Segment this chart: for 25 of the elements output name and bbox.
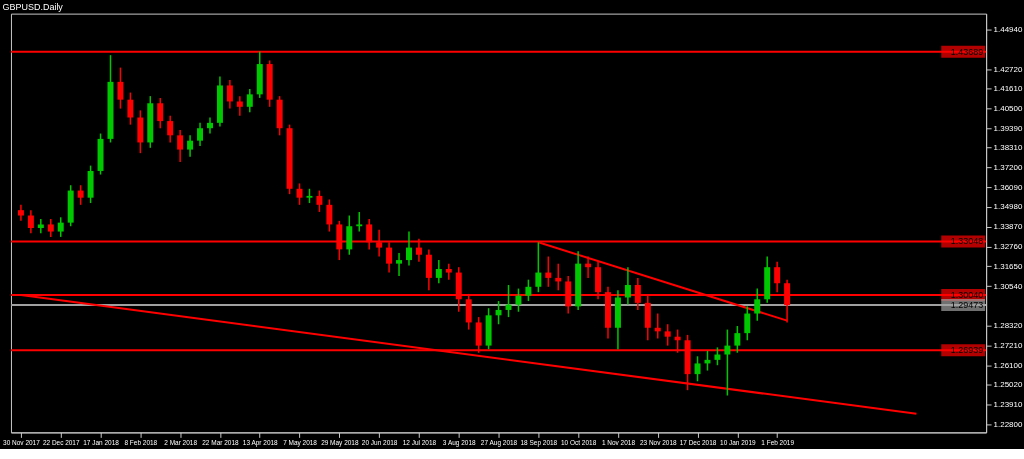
y-tick-label: 1.38310 [993,143,1023,153]
ref-line-label: 1.29473 [950,300,984,311]
y-tick-label: 1.39390 [993,123,1023,133]
y-tick-label: 1.26100 [993,360,1023,370]
y-tick-label: 1.34980 [993,202,1023,212]
y-tick-label: 1.42720 [993,64,1023,74]
y-tick-label: 1.40500 [993,104,1023,114]
y-tick-label: 1.36090 [993,182,1023,192]
y-tick-label: 1.32760 [993,242,1023,252]
y-tick-label: 1.31650 [993,261,1023,271]
ref-line-label: 1.30040 [950,289,984,300]
y-tick-label: 1.28320 [993,321,1023,331]
y-tick-label: 1.37200 [993,162,1023,172]
ref-line-label: 1.33048 [950,236,984,247]
ref-line-label: 1.43689 [950,46,984,57]
y-tick-label: 1.22800 [993,419,1023,429]
y-tick-label: 1.25020 [993,379,1023,389]
y-tick-label: 1.44940 [993,24,1023,34]
ref-line-label: 1.26939 [950,345,984,356]
y-tick-label: 1.41610 [993,84,1023,94]
y-tick-label: 1.23910 [993,399,1023,409]
y-tick-label: 1.27210 [993,340,1023,350]
chart-title: GBPUSD.Daily [2,1,64,12]
y-tick-label: 1.33870 [993,222,1023,232]
y-tick-label: 1.30540 [993,281,1023,291]
